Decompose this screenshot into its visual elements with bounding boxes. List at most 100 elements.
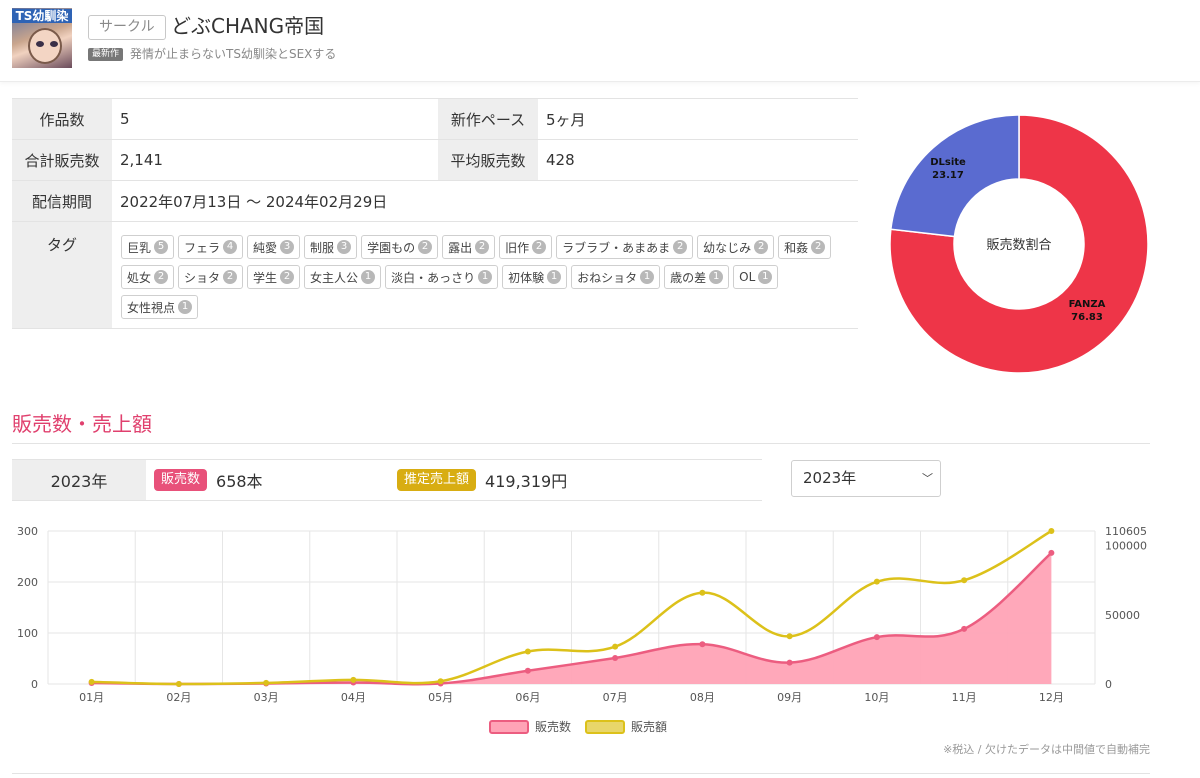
pace-label: 新作ペース xyxy=(438,99,538,139)
chart-note: ※税込 / 欠けたデータは中間値で自動補完 xyxy=(943,743,1150,756)
tag-count-badge: 3 xyxy=(280,240,295,254)
pace-value: 5ヶ月 xyxy=(546,110,586,129)
tag-name: フェラ xyxy=(184,240,221,255)
sales-point[interactable] xyxy=(612,654,619,661)
info-row: 作品数 5 新作ペース 5ヶ月 xyxy=(12,99,858,140)
revenue-point[interactable] xyxy=(437,678,444,685)
tag-item[interactable]: ショタ 2 xyxy=(178,265,244,289)
tag-count-badge: 2 xyxy=(754,240,769,254)
tag-name: 淡白・あっさり xyxy=(391,270,476,285)
revenue-line xyxy=(91,529,1052,686)
tag-item[interactable]: 幼なじみ 2 xyxy=(697,235,775,259)
latest-work-thumbnail[interactable]: TS幼馴染 xyxy=(12,8,72,68)
x-tick-label: 08月 xyxy=(690,691,715,704)
sales-point[interactable] xyxy=(786,659,793,666)
revenue-point[interactable] xyxy=(873,578,880,585)
tag-item[interactable]: 初体験 1 xyxy=(502,265,568,289)
period-label: 配信期間 xyxy=(12,181,112,221)
circle-badge: サークル xyxy=(88,15,166,40)
summary-year: 2023年 xyxy=(12,460,146,500)
donut-slice-fanza[interactable] xyxy=(890,115,1148,373)
revenue-point[interactable] xyxy=(350,676,357,683)
revenue-point[interactable] xyxy=(263,679,270,686)
legend-swatch-revenue[interactable] xyxy=(585,719,626,734)
tag-item[interactable]: 歳の差 1 xyxy=(664,265,730,289)
y-left-tick-label: 100 xyxy=(17,627,38,640)
revenue-point[interactable] xyxy=(175,681,182,687)
x-tick-label: 12月 xyxy=(1039,691,1064,704)
donut-center-label: 販売数割合 xyxy=(986,237,1051,253)
tag-item[interactable]: フェラ 4 xyxy=(178,235,244,259)
tag-count-badge: 1 xyxy=(709,270,724,284)
tag-item[interactable]: 学園もの 2 xyxy=(361,235,439,259)
tag-name: ラブラブ・あまあま xyxy=(562,240,671,255)
y-right-tick-label: 50000 xyxy=(1105,609,1140,622)
sales-area-fill xyxy=(91,552,1052,685)
tag-name: 学生 xyxy=(253,270,278,285)
sales-share-donut-chart: FANZA 76.83 DLsite 23.17 販売数割合 xyxy=(890,115,1148,373)
tag-item[interactable]: ラブラブ・あまあま 2 xyxy=(556,235,694,259)
monthly-sales-chart: 0 100 200 300 0 50000 100000 110605 01月 02月 03月 04月… xyxy=(17,525,1147,704)
tag-name: 旧作 xyxy=(505,240,530,255)
new-work-badge: 最新作 xyxy=(88,48,124,61)
tag-name: 制服 xyxy=(310,240,335,255)
donut-label-value: 76.83 xyxy=(1071,312,1103,323)
revenue-badge: 推定売上額 xyxy=(397,469,477,491)
tag-item[interactable]: 女主人公 1 xyxy=(304,265,382,289)
tag-item[interactable]: 和姦 2 xyxy=(778,235,832,259)
tag-name: おねショタ xyxy=(577,270,638,285)
works-label: 作品数 xyxy=(12,99,112,139)
tag-count-badge: 3 xyxy=(337,240,352,254)
legend-label-sales[interactable]: 販売数 xyxy=(535,720,572,734)
x-tick-label: 04月 xyxy=(341,691,366,704)
revenue-point[interactable] xyxy=(612,643,619,650)
info-row: 合計販売数 2,141 平均販売数 428 xyxy=(12,140,858,181)
tag-item[interactable]: 純愛 3 xyxy=(247,235,301,259)
tag-item[interactable]: 学生 2 xyxy=(247,265,301,289)
revenue-point[interactable] xyxy=(786,633,793,640)
bottom-divider xyxy=(12,773,1150,774)
avg-sales-value: 428 xyxy=(546,151,575,169)
revenue-point[interactable] xyxy=(524,648,531,655)
tag-name: 和姦 xyxy=(784,240,809,255)
tag-count-badge: 2 xyxy=(673,240,688,254)
legend-label-revenue[interactable]: 販売額 xyxy=(631,720,668,734)
legend-swatch-sales[interactable] xyxy=(489,719,529,734)
tag-count-badge: 1 xyxy=(758,270,773,284)
tag-list: 巨乳 5 フェラ 4 純愛 3 制服 3 学園もの 2 露出 2 旧作 2 ラブラブ・あまあま 2 幼なじみ 2 和… xyxy=(112,222,858,328)
revenue-point[interactable] xyxy=(1048,528,1055,534)
donut-slice-dlsite[interactable] xyxy=(890,115,1020,238)
revenue-point[interactable] xyxy=(961,577,968,584)
tag-count-badge: 5 xyxy=(154,240,169,254)
sales-point[interactable] xyxy=(1048,549,1055,556)
tag-item[interactable]: 巨乳 5 xyxy=(121,235,175,259)
tag-name: 初体験 xyxy=(508,270,545,285)
y-left-tick-label: 300 xyxy=(17,525,38,538)
sales-point[interactable] xyxy=(873,634,880,641)
revenue-point[interactable] xyxy=(88,678,95,685)
year-select[interactable]: 2023年 ﹀ xyxy=(791,460,941,497)
tag-count-badge: 2 xyxy=(280,270,295,284)
tag-item[interactable]: 淡白・あっさり 1 xyxy=(385,265,499,289)
tag-item[interactable]: 女性視点 1 xyxy=(121,295,199,319)
tag-name: 女性視点 xyxy=(127,300,176,315)
tag-item[interactable]: おねショタ 1 xyxy=(571,265,661,289)
works-value: 5 xyxy=(120,110,130,128)
tag-item[interactable]: 旧作 2 xyxy=(499,235,553,259)
tag-item[interactable]: 露出 2 xyxy=(442,235,496,259)
y-right-tick-label: 110605 xyxy=(1105,525,1147,538)
info-row: 配信期間 2022年07月13日 〜 2024年02月29日 xyxy=(12,181,858,222)
revenue-point[interactable] xyxy=(699,589,706,596)
revenue-value: 419,319円 xyxy=(485,472,568,491)
tag-item[interactable]: 処女 2 xyxy=(121,265,175,289)
latest-work-title[interactable]: 発情が止まらないTS幼馴染とSEXする xyxy=(130,47,337,61)
tag-name: 幼なじみ xyxy=(703,240,752,255)
tag-count-badge: 4 xyxy=(223,240,238,254)
tag-item[interactable]: OL 1 xyxy=(733,265,779,289)
circle-info-table: 作品数 5 新作ペース 5ヶ月 合計販売数 2,141 平均販売数 428 配信… xyxy=(12,98,858,329)
sales-point[interactable] xyxy=(961,625,968,632)
sales-point[interactable] xyxy=(699,641,706,648)
sales-point[interactable] xyxy=(524,667,531,674)
tag-item[interactable]: 制服 3 xyxy=(304,235,358,259)
chevron-down-icon: ﹀ xyxy=(922,472,933,485)
